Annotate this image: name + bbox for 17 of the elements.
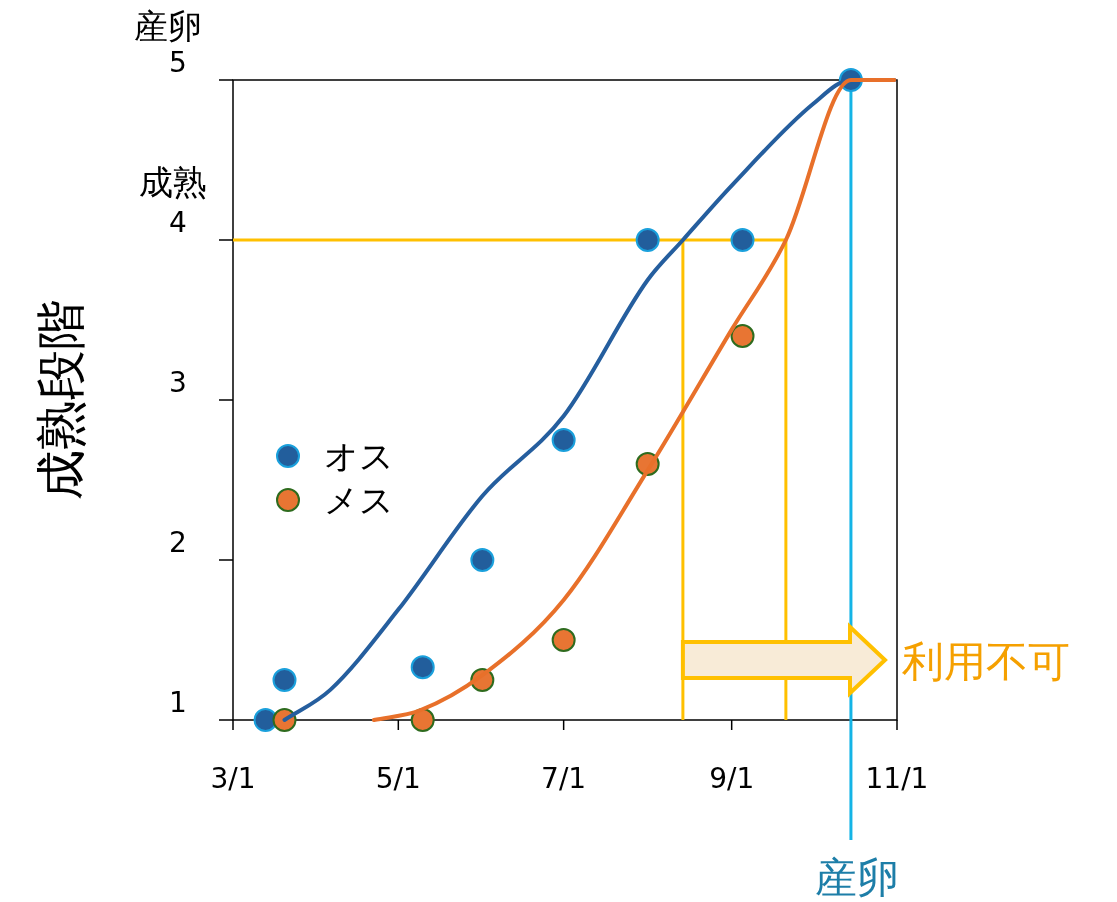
y-tick-label: 4 [169,206,187,239]
y-axis-title: 成熟段階 [32,300,90,500]
ref-line-label: 産卵 [814,853,899,902]
ref-line-label: 成熟 [139,162,207,202]
legend-label: オス [324,436,394,476]
text: 産卵 [134,6,202,46]
legend-label: メス [324,480,394,520]
y-tick-label: 3 [169,366,187,399]
x-tick-label: 11/1 [865,762,929,795]
y-tick-label: 2 [169,526,187,559]
y-tick-label: 5 [169,46,187,79]
x-tick-label: 3/1 [210,762,256,795]
x-tick-label: 5/1 [375,762,421,795]
x-tick-label: 7/1 [541,762,587,795]
text: 利用不可 [902,637,1070,686]
x-tick-label: 9/1 [709,762,755,795]
y-tick-label: 1 [169,686,187,719]
